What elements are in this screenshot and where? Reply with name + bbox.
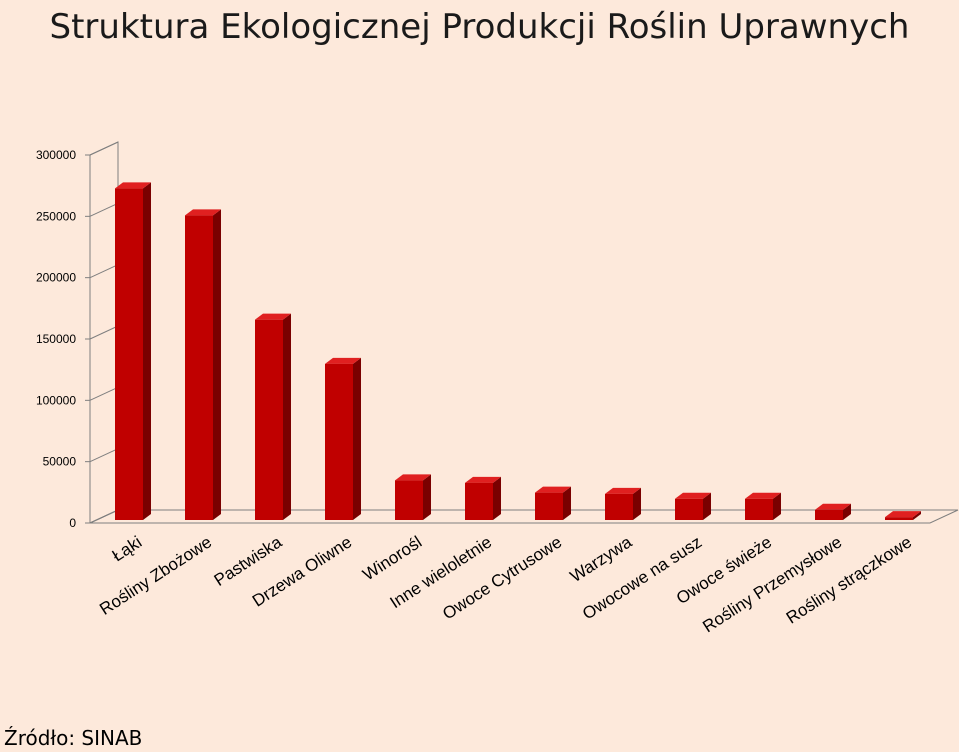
bar-top — [115, 182, 151, 189]
bar — [675, 492, 711, 520]
bar — [885, 511, 921, 520]
y-tick-label: 0 — [69, 516, 76, 530]
bar-front — [815, 509, 843, 520]
bar — [115, 182, 151, 520]
bar-side — [563, 486, 571, 520]
bar-front — [255, 319, 283, 520]
bar-front — [675, 498, 703, 520]
bar-side — [773, 492, 781, 520]
bar-side — [493, 476, 501, 520]
bar-side — [213, 209, 221, 520]
bar-top — [185, 209, 221, 216]
bar-side — [843, 503, 851, 520]
bar-front — [115, 188, 143, 520]
y-tick-label: 300000 — [36, 148, 76, 162]
bar-front — [325, 363, 353, 520]
bar — [745, 492, 781, 520]
bar-top — [605, 487, 641, 494]
x-category-label: Owoce Cytrusowe — [439, 532, 565, 623]
bar-front — [745, 498, 773, 520]
y-tick-depth — [89, 509, 119, 524]
y-tick-depth — [89, 202, 119, 217]
source-note: Źródło: SINAB — [4, 726, 143, 750]
bar-top — [815, 503, 851, 510]
chart-title: Struktura Ekologicznej Produkcji Roślin … — [49, 7, 910, 47]
bar-top — [255, 313, 291, 320]
bar — [815, 503, 851, 520]
bar-side — [703, 492, 711, 520]
bar — [185, 209, 221, 520]
bar-series — [115, 182, 921, 520]
y-tick-label: 250000 — [36, 209, 76, 223]
x-category-label: Rośliny strączkowe — [783, 532, 915, 627]
y-tick-depth — [89, 448, 119, 463]
y-tick-depth — [89, 386, 119, 401]
y-tick-label: 150000 — [36, 332, 76, 346]
bar-top — [745, 492, 781, 499]
y-tick-depth — [89, 325, 119, 340]
bar-top — [535, 486, 571, 493]
bar-side — [283, 313, 291, 520]
bar-front — [465, 482, 493, 520]
bar — [605, 487, 641, 520]
bar-side — [913, 511, 921, 520]
bar-front — [395, 480, 423, 520]
bar-side — [423, 474, 431, 520]
bar-front — [535, 492, 563, 520]
bar — [395, 474, 431, 520]
bar-front — [185, 215, 213, 520]
x-category-label: Owocowe na susz — [579, 532, 705, 623]
bar — [535, 486, 571, 520]
bar-side — [143, 182, 151, 520]
bar — [465, 476, 501, 520]
bar-top — [675, 492, 711, 499]
bar-front — [885, 517, 913, 520]
y-axis-ticks: 0 50000 100000 150000 200000 250000 300000 — [36, 141, 119, 530]
bar — [255, 313, 291, 520]
x-category-label: Łąki — [109, 532, 146, 565]
bar-top — [395, 474, 431, 481]
bar-side — [353, 357, 361, 520]
y-tick-depth — [89, 264, 119, 279]
bar-front — [605, 493, 633, 520]
y-tick-label: 50000 — [43, 455, 77, 469]
bar-top — [325, 357, 361, 364]
bar-top — [885, 511, 921, 518]
y-tick-label: 100000 — [36, 393, 76, 407]
y-tick-depth — [89, 141, 119, 156]
bar — [325, 357, 361, 520]
bar-top — [465, 476, 501, 483]
bar-side — [633, 487, 641, 520]
y-tick-label: 200000 — [36, 271, 76, 285]
